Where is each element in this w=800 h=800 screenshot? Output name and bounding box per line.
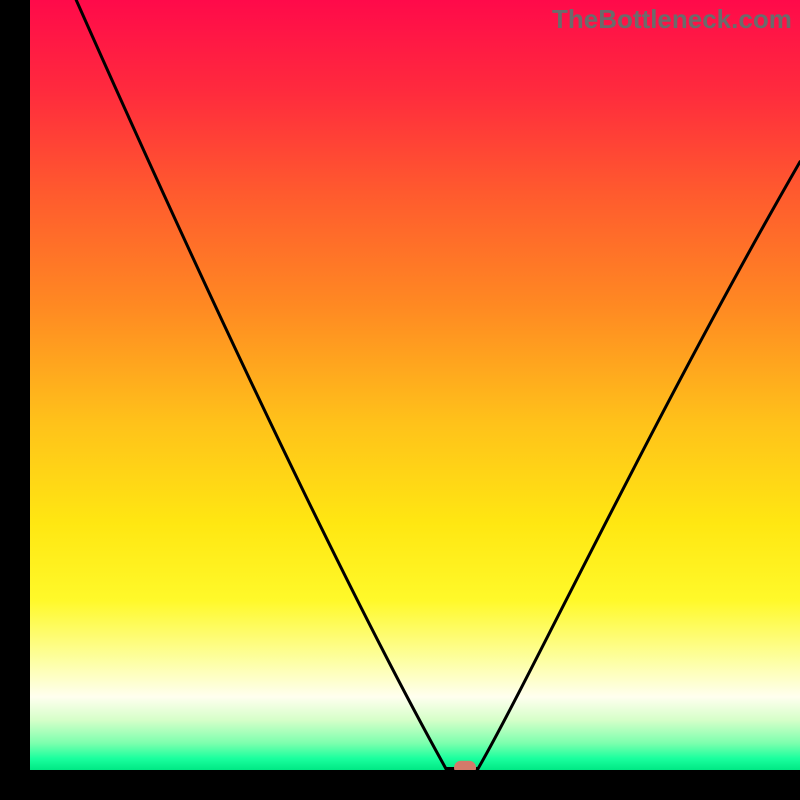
chart-container: TheBottleneck.com xyxy=(0,0,800,800)
plot-area xyxy=(30,0,800,770)
frame-border-left xyxy=(0,0,30,800)
frame-border-bottom xyxy=(0,770,800,800)
attribution-label: TheBottleneck.com xyxy=(552,4,792,35)
gradient-background xyxy=(30,0,800,770)
